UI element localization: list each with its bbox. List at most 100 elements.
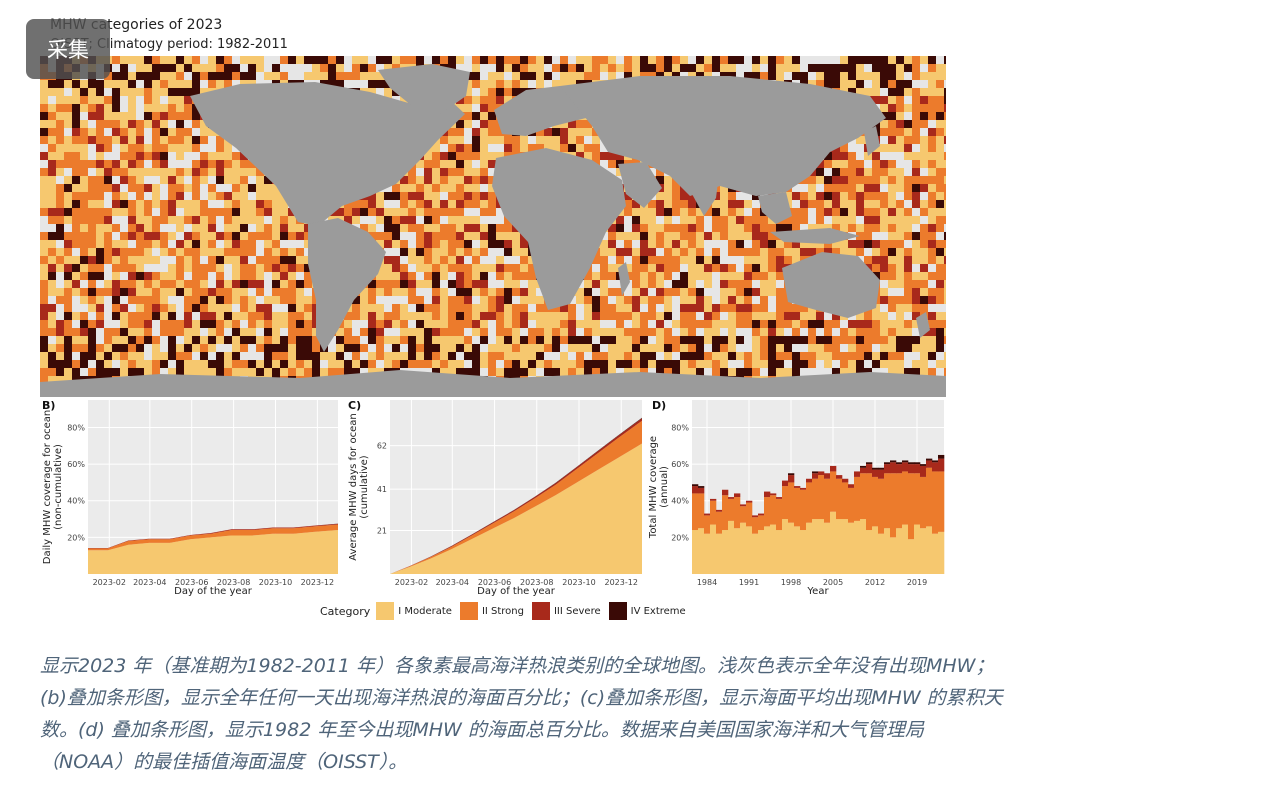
map-heat-cell [256, 272, 264, 280]
map-heat-cell [848, 88, 856, 96]
map-heat-cell [48, 296, 56, 304]
map-heat-cell [744, 200, 752, 208]
map-heat-cell [880, 320, 888, 328]
map-heat-cell [104, 144, 112, 152]
map-heat-cell [192, 328, 200, 336]
map-heat-cell [272, 296, 280, 304]
map-heat-cell [672, 320, 680, 328]
map-heat-cell [648, 248, 656, 256]
map-heat-cell [712, 200, 720, 208]
map-heat-cell [928, 120, 936, 128]
map-heat-cell [160, 96, 168, 104]
map-heat-cell [928, 304, 936, 312]
map-heat-cell [712, 296, 720, 304]
map-heat-cell [568, 352, 576, 360]
map-heat-cell [152, 216, 160, 224]
map-heat-cell [736, 280, 744, 288]
map-heat-cell [240, 64, 248, 72]
map-heat-cell [872, 328, 880, 336]
map-heat-cell [712, 272, 720, 280]
collect-badge[interactable]: 采集 [26, 19, 110, 79]
map-heat-cell [144, 120, 152, 128]
map-heat-cell [376, 280, 384, 288]
map-heat-cell [936, 56, 944, 64]
map-heat-cell [864, 312, 872, 320]
map-heat-cell [616, 304, 624, 312]
map-heat-cell [264, 208, 272, 216]
map-heat-cell [824, 360, 832, 368]
map-heat-cell [520, 64, 528, 72]
map-heat-cell [768, 64, 776, 72]
map-heat-cell [936, 320, 944, 328]
map-heat-cell [128, 200, 136, 208]
map-heat-cell [696, 280, 704, 288]
map-heat-cell [216, 216, 224, 224]
map-heat-cell [72, 360, 80, 368]
map-heat-cell [136, 328, 144, 336]
map-heat-cell [696, 264, 704, 272]
map-heat-cell [472, 72, 480, 80]
map-heat-cell [360, 208, 368, 216]
map-heat-cell [888, 320, 896, 328]
map-heat-cell [120, 352, 128, 360]
map-heat-cell [136, 192, 144, 200]
map-heat-cell [760, 256, 768, 264]
map-heat-cell [80, 112, 88, 120]
map-heat-cell [744, 56, 752, 64]
map-heat-cell [120, 360, 128, 368]
map-heat-cell [744, 232, 752, 240]
map-heat-cell [568, 56, 576, 64]
map-heat-cell [104, 272, 112, 280]
map-heat-cell [400, 208, 408, 216]
map-heat-cell [936, 216, 944, 224]
map-heat-cell [576, 336, 584, 344]
map-heat-cell [448, 304, 456, 312]
map-heat-cell [384, 352, 392, 360]
map-heat-cell [224, 192, 232, 200]
map-heat-cell [656, 328, 664, 336]
map-heat-cell [232, 208, 240, 216]
map-heat-cell [208, 344, 216, 352]
map-heat-cell [600, 336, 608, 344]
map-heat-cell [728, 344, 736, 352]
map-heat-cell [880, 264, 888, 272]
map-heat-cell [256, 264, 264, 272]
map-heat-cell [536, 144, 544, 152]
map-heat-cell [928, 280, 936, 288]
map-heat-cell [792, 352, 800, 360]
map-heat-cell [184, 200, 192, 208]
map-heat-cell [416, 288, 424, 296]
map-heat-cell [472, 168, 480, 176]
map-heat-cell [560, 352, 568, 360]
map-heat-cell [616, 56, 624, 64]
map-heat-cell [944, 224, 946, 232]
map-heat-cell [656, 208, 664, 216]
map-heat-cell [304, 352, 312, 360]
map-heat-cell [824, 80, 832, 88]
map-heat-cell [88, 256, 96, 264]
map-heat-cell [456, 200, 464, 208]
map-heat-cell [896, 200, 904, 208]
map-heat-cell [576, 344, 584, 352]
map-heat-cell [768, 264, 776, 272]
world-mhw-map [40, 56, 946, 397]
map-heat-cell [112, 296, 120, 304]
map-heat-cell [776, 264, 784, 272]
map-heat-cell [448, 248, 456, 256]
map-heat-cell [736, 344, 744, 352]
map-heat-cell [624, 200, 632, 208]
map-heat-cell [920, 144, 928, 152]
map-heat-cell [832, 336, 840, 344]
map-heat-cell [752, 240, 760, 248]
map-heat-cell [200, 248, 208, 256]
map-heat-cell [752, 296, 760, 304]
map-heat-cell [904, 96, 912, 104]
map-heat-cell [536, 320, 544, 328]
map-heat-cell [656, 320, 664, 328]
map-heat-cell [592, 264, 600, 272]
map-heat-cell [288, 360, 296, 368]
map-heat-cell [56, 336, 64, 344]
map-heat-cell [40, 272, 48, 280]
map-heat-cell [816, 80, 824, 88]
map-heat-cell [568, 136, 576, 144]
